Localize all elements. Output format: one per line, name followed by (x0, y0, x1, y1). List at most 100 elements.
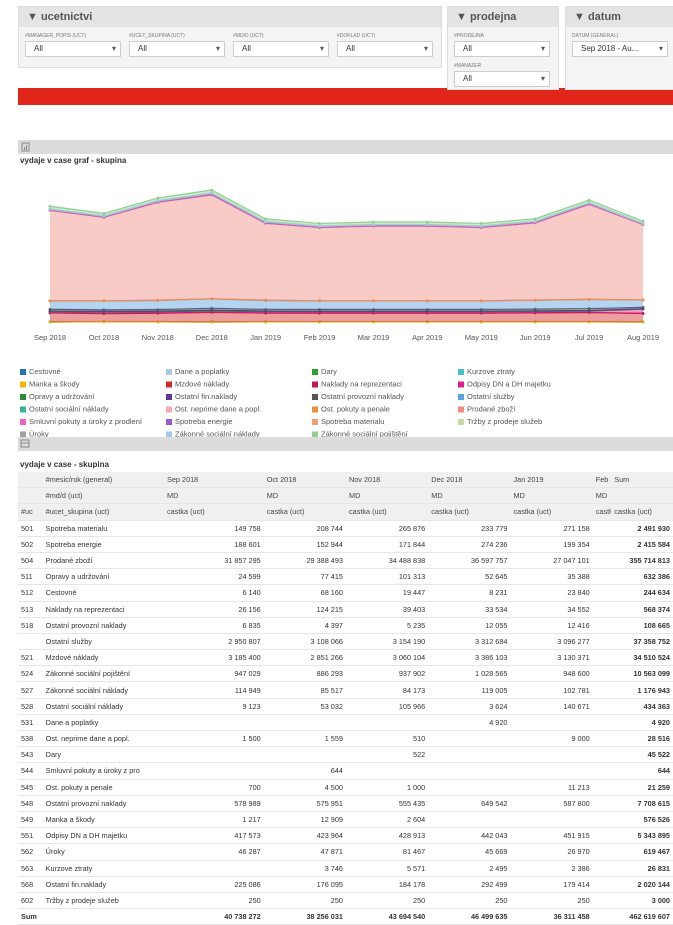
legend-swatch (166, 419, 172, 425)
legend-label: Manka a škody (29, 379, 80, 388)
point (425, 307, 429, 311)
table-cell: 3 000 (611, 892, 673, 910)
table-cell (345, 762, 429, 780)
legend-label: Tržby z prodeje služeb (467, 417, 542, 426)
table-cell (592, 520, 612, 537)
dropdown[interactable]: All (454, 71, 550, 87)
table-cell: 179 414 (510, 876, 593, 893)
table-cell: 4 397 (263, 617, 346, 634)
table-cell: 632 386 (611, 568, 673, 586)
table-cell: Zákonné sociální pojištění (42, 665, 164, 683)
legend-swatch (458, 369, 464, 375)
dropdown[interactable]: Sep 2018 - Au... (572, 41, 668, 57)
table-cell (510, 746, 593, 764)
table-cell: 53 032 (263, 698, 346, 715)
table-cell: 34 552 (510, 601, 593, 618)
table-cell (592, 746, 612, 764)
point (533, 298, 537, 302)
dropdown[interactable]: All (337, 41, 433, 57)
table-cell: Opravy a udržování (42, 568, 164, 586)
table-row: #md/d (uct) MD MD MD MD MD MD (18, 487, 673, 505)
table-row: 568 Ostatní fin.naklady 225 086 176 095 184 … (18, 876, 673, 893)
table-cell: 568 (18, 876, 43, 893)
legend-swatch (458, 394, 464, 400)
table-icon (20, 439, 30, 448)
table-cell: 28 516 (611, 730, 673, 748)
table-cell: 152 944 (263, 536, 346, 553)
x-tick-label: Aug 2019 (627, 333, 659, 342)
table-cell: 531 (18, 714, 43, 732)
point (264, 298, 268, 302)
table-cell (428, 779, 511, 796)
table-cell: 544 (18, 762, 43, 780)
table-cell (592, 908, 612, 925)
legend-label: Smluvní pokuty a úroky z prodlení (29, 417, 143, 426)
table-cell: 575 951 (263, 795, 346, 812)
table-row: 551 Odpisy DN a DH majetku 417 573 423 964 4… (18, 827, 673, 845)
table-cell: 184 178 (345, 876, 429, 893)
table-cell: Ostatní sociální náklady (42, 698, 164, 715)
table-cell: 428 913 (345, 827, 429, 845)
dropdown[interactable]: All (233, 41, 329, 57)
table-cell (510, 762, 593, 780)
legend-label: Spotreba energie (175, 417, 233, 426)
table-row: 549 Manka a škody 1 217 12 909 2 604 576 526 (18, 811, 673, 829)
table-cell: castk (592, 503, 612, 521)
table-cell: 27 047 101 (510, 552, 593, 570)
legend-label: Zákonné sociální pojištění (321, 429, 409, 438)
point (533, 320, 537, 324)
table-cell (592, 779, 612, 796)
table-cell: 38 256 031 (263, 908, 346, 925)
area (50, 309, 643, 314)
table-cell: 1 500 (164, 730, 264, 748)
table-cell: 149 758 (164, 520, 264, 537)
dropdown[interactable]: All (25, 41, 121, 57)
dropdown[interactable]: All (454, 41, 550, 57)
point (587, 198, 591, 202)
x-tick-label: May 2019 (465, 333, 498, 342)
table-row: 531 Dane a poplatky 4 920 4 920 (18, 714, 673, 732)
point (102, 214, 106, 218)
table-cell: 512 (18, 584, 43, 602)
table-cell: 208 744 (263, 520, 346, 537)
chart-title: vydaje v case graf - skupina (20, 156, 127, 165)
point (156, 196, 160, 200)
table-cell (164, 860, 264, 877)
point (318, 307, 321, 311)
dropdown[interactable]: All (129, 41, 225, 57)
legend-label: Dane a poplatky (175, 367, 229, 376)
point (425, 220, 429, 224)
table-cell: 24 599 (164, 568, 264, 586)
table-cell: 10 563 099 (611, 665, 673, 683)
point (372, 220, 375, 224)
table-cell: Dary (42, 746, 164, 764)
table-cell (592, 601, 612, 618)
table-cell: 8 231 (428, 584, 511, 602)
table-cell: 85 517 (263, 681, 346, 699)
table-cell: 250 (345, 892, 429, 910)
table-row: #uc #ucet_skupina (uct) castka (uct) castka… (18, 503, 673, 521)
table-cell (592, 681, 612, 699)
table-cell: 2 851 266 (263, 649, 346, 667)
table-cell: 555 435 (345, 795, 429, 812)
table-row: Ostatní služby 2 950 807 3 108 066 3 154 19… (18, 633, 673, 651)
point (210, 188, 214, 192)
table-cell: 11 213 (510, 779, 593, 796)
table-cell (428, 730, 511, 748)
table-cell (592, 633, 612, 651)
filter-label: DATUM (GENERAL) (572, 33, 619, 39)
point (318, 320, 321, 324)
table-cell: 3 154 190 (345, 633, 429, 651)
table-cell: 47 871 (263, 843, 346, 861)
table-cell (592, 568, 612, 586)
legend-label: Mzdové náklady (175, 379, 229, 388)
x-tick-label: Apr 2019 (412, 333, 442, 342)
point (48, 299, 52, 303)
series-line (49, 306, 644, 311)
table-cell: 548 (18, 795, 43, 812)
table-cell: Cestovné (42, 584, 164, 602)
table-cell (592, 584, 612, 602)
table-cell: 2 495 (428, 860, 511, 877)
table-cell: 36 311 458 (510, 908, 593, 925)
